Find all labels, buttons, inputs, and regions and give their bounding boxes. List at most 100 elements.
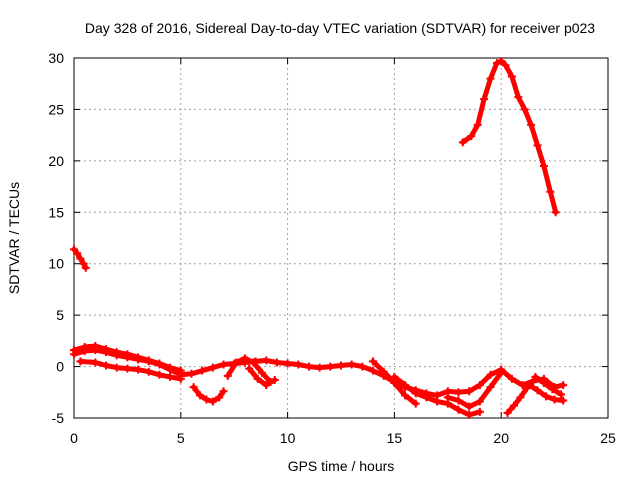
data-point: [189, 383, 198, 392]
data-point: [475, 381, 484, 390]
data-point: [550, 395, 559, 404]
data-point: [454, 396, 463, 405]
chart-title: Day 328 of 2016, Sidereal Day-to-day VTE…: [85, 20, 595, 36]
data-point: [112, 363, 121, 372]
data-point: [527, 120, 536, 129]
data-point: [144, 367, 153, 376]
series-late-b: [390, 372, 484, 419]
data-point: [497, 57, 506, 66]
series-band-upper: [70, 342, 185, 375]
data-point: [497, 368, 506, 377]
data-point: [529, 376, 538, 385]
data-point: [155, 359, 164, 368]
data-point: [215, 393, 224, 402]
y-tick-label: 10: [48, 256, 64, 272]
y-tick-label: 30: [48, 50, 64, 66]
data-point: [454, 388, 463, 397]
data-point: [208, 397, 217, 406]
data-point: [465, 387, 474, 396]
data-point: [80, 343, 89, 352]
data-point: [465, 410, 474, 419]
series-trace: [505, 385, 530, 416]
data-point: [475, 397, 484, 406]
data-point: [401, 391, 410, 400]
data-point: [559, 396, 568, 405]
data-point: [358, 362, 367, 371]
data-point: [198, 366, 207, 375]
data-point: [533, 141, 542, 150]
data-point: [219, 387, 228, 396]
data-point: [510, 401, 519, 410]
data-point: [539, 162, 548, 170]
data-point: [208, 363, 217, 372]
data-point: [102, 361, 111, 370]
data-point: [123, 350, 132, 359]
x-tick-label: 20: [493, 430, 509, 446]
data-point: [240, 354, 249, 363]
data-point: [411, 389, 420, 398]
series-late-d: [503, 384, 531, 417]
data-point: [559, 381, 568, 390]
data-point: [81, 263, 90, 272]
series-dip-6h: [189, 383, 228, 406]
y-tick-label: -5: [52, 410, 65, 426]
data-point: [70, 245, 78, 254]
data-point: [390, 372, 399, 381]
data-point: [486, 370, 495, 379]
data-point: [492, 59, 501, 68]
data-point: [422, 393, 431, 402]
data-point: [315, 363, 324, 372]
x-axis-label: GPS time / hours: [288, 458, 395, 474]
data-point: [91, 342, 100, 350]
data-point: [454, 405, 463, 414]
data-point: [337, 361, 345, 370]
data-point: [245, 364, 254, 373]
series-spur-9h: [245, 364, 279, 390]
data-point: [473, 120, 482, 129]
series-late-c: [443, 368, 506, 411]
series-trace: [77, 358, 184, 382]
series-early-high: [70, 245, 90, 272]
y-tick-label: 0: [56, 359, 64, 375]
data-point: [507, 72, 516, 81]
data-point: [270, 375, 279, 384]
data-point: [73, 249, 82, 258]
data-point: [134, 365, 143, 374]
data-point: [401, 381, 410, 390]
data-point: [304, 362, 313, 371]
data-point: [166, 372, 175, 381]
series-trace: [246, 366, 278, 388]
data-point: [76, 254, 85, 263]
data-point: [514, 93, 523, 102]
data-point: [187, 369, 196, 378]
data-series: [70, 57, 568, 419]
x-tick-label: 25: [600, 430, 616, 446]
data-point: [486, 383, 495, 392]
series-evening-peak: [458, 57, 560, 217]
plot-frame: [73, 57, 609, 419]
series-trace: [225, 355, 273, 385]
data-point: [70, 346, 78, 355]
data-point: [283, 359, 292, 368]
data-point: [144, 356, 153, 365]
data-point: [257, 368, 266, 377]
data-point: [465, 402, 474, 411]
data-point: [475, 407, 484, 416]
data-point: [326, 362, 335, 371]
data-point: [155, 370, 164, 379]
data-point: [347, 360, 356, 369]
data-point: [379, 367, 388, 376]
series-band-lower: [76, 357, 185, 383]
data-point: [262, 356, 271, 365]
data-point: [546, 187, 555, 196]
data-point: [557, 390, 566, 399]
data-point: [262, 381, 271, 390]
data-point: [123, 364, 132, 373]
data-point: [176, 374, 185, 383]
data-point: [542, 392, 551, 401]
data-point: [102, 345, 111, 354]
data-point: [166, 363, 175, 372]
series-late-a: [369, 357, 420, 408]
x-tick-label: 15: [387, 430, 403, 446]
x-tick-label: 10: [280, 430, 296, 446]
